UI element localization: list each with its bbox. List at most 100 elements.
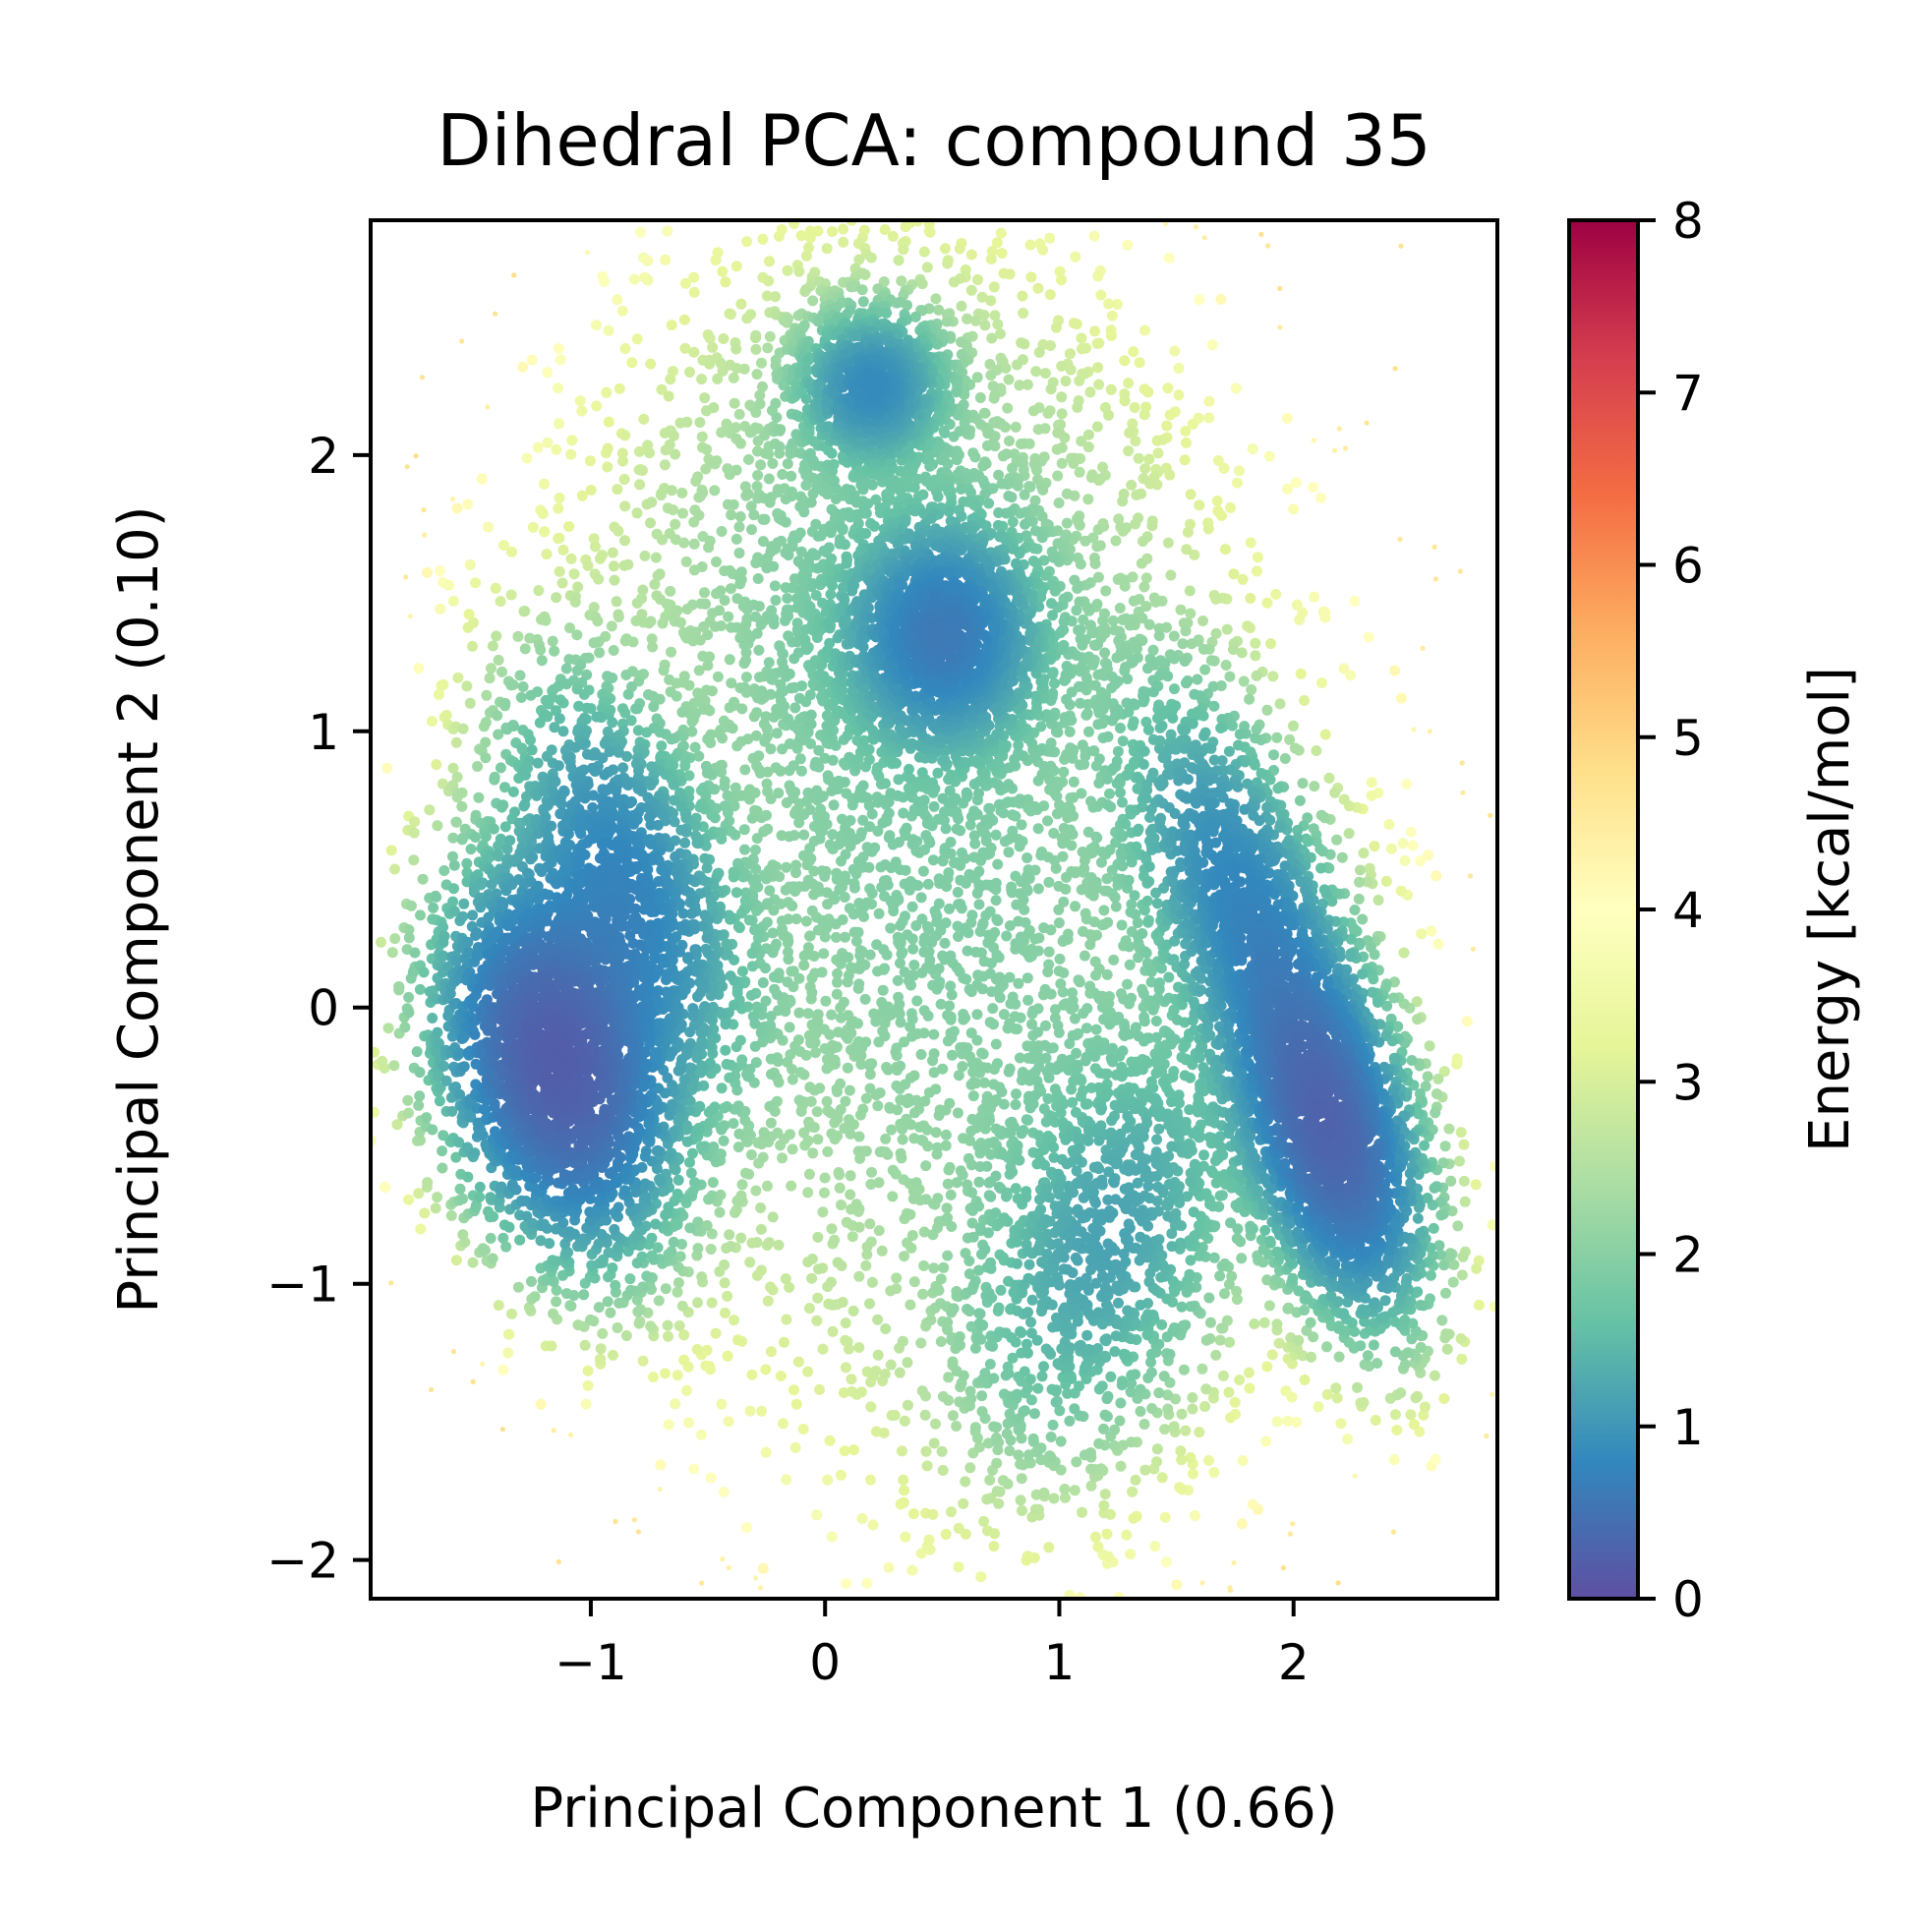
scatter-point — [683, 1417, 694, 1429]
scatter-point — [447, 762, 459, 774]
scatter-point — [1088, 230, 1100, 242]
scatter-point — [835, 1078, 847, 1089]
scatter-point — [1014, 380, 1025, 391]
scatter-point — [1052, 808, 1063, 820]
scatter-point — [853, 1221, 865, 1233]
scatter-point — [738, 363, 750, 375]
scatter-point — [1308, 482, 1318, 493]
scatter-point — [382, 1023, 394, 1034]
scatter-point — [1030, 366, 1042, 378]
scatter-point — [1051, 443, 1063, 455]
scatter-point — [1090, 969, 1101, 981]
scatter-point — [1261, 597, 1273, 609]
scatter-point — [996, 248, 1008, 260]
scatter-point — [985, 1493, 997, 1504]
scatter-point — [746, 812, 758, 824]
scatter-point — [1053, 904, 1065, 915]
scatter-point — [1169, 683, 1180, 695]
scatter-point — [664, 439, 675, 450]
scatter-point — [802, 1187, 814, 1199]
scatter-point — [1089, 1531, 1101, 1543]
scatter-point — [508, 721, 519, 732]
scatter-point — [1115, 723, 1126, 733]
scatter-point — [900, 910, 910, 922]
scatter-point — [688, 346, 700, 358]
scatter-point — [665, 374, 676, 385]
scatter-point — [803, 1168, 815, 1180]
scatter-point — [672, 605, 683, 616]
scatter-point — [1127, 1486, 1139, 1497]
scatter-point — [704, 358, 716, 370]
scatter-point — [1022, 994, 1034, 1006]
scatter-point — [964, 868, 975, 880]
scatter-point — [578, 1289, 590, 1301]
scatter-point — [1220, 660, 1232, 671]
scatter-point — [822, 1145, 834, 1157]
scatter-point — [777, 1152, 788, 1164]
scatter-point — [892, 931, 904, 943]
scatter-point — [1487, 1219, 1497, 1231]
scatter-point — [783, 954, 794, 966]
scatter-point — [403, 1107, 414, 1119]
scatter-point — [459, 338, 465, 344]
scatter-point — [832, 1257, 844, 1268]
scatter-point — [840, 1095, 851, 1107]
scatter-point — [880, 1146, 892, 1158]
scatter-point — [945, 1189, 957, 1200]
scatter-point — [928, 1262, 940, 1274]
scatter-point — [380, 1182, 390, 1193]
scatter-point — [1435, 1209, 1447, 1221]
scatter-point — [766, 1069, 777, 1081]
scatter-point — [572, 581, 584, 593]
scatter-point — [928, 1437, 940, 1449]
scatter-point — [1443, 1123, 1455, 1135]
scatter-point — [961, 787, 972, 798]
scatter-point — [891, 890, 903, 901]
scatter-point — [1076, 436, 1087, 447]
scatter-point — [947, 1410, 959, 1422]
scatter-point — [662, 225, 673, 237]
scatter-point — [688, 271, 700, 283]
scatter-point — [802, 1366, 814, 1377]
scatter-point — [495, 596, 506, 608]
scatter-point — [933, 873, 945, 885]
scatter-point — [1007, 462, 1018, 474]
scatter-point — [1011, 359, 1022, 371]
scatter-point — [1280, 1385, 1292, 1397]
scatter-point — [720, 1556, 726, 1562]
scatter-point — [405, 900, 417, 911]
scatter-point — [1419, 1401, 1431, 1413]
scatter-point — [371, 1046, 380, 1058]
scatter-point — [430, 1202, 441, 1214]
scatter-point — [838, 1387, 849, 1398]
scatter-point — [701, 1344, 713, 1356]
scatter-point — [840, 931, 850, 943]
scatter-point — [1227, 720, 1238, 732]
scatter-point — [812, 1231, 824, 1243]
scatter-point — [668, 1236, 679, 1248]
scatter-point — [403, 574, 409, 580]
scatter-point — [812, 1134, 824, 1145]
scatter-point — [1180, 426, 1192, 437]
scatter-point — [612, 1322, 623, 1333]
scatter-point — [829, 1234, 841, 1246]
scatter-point — [663, 1330, 673, 1342]
scatter-point — [607, 547, 618, 558]
scatter-point — [1003, 1066, 1015, 1078]
scatter-point — [1211, 496, 1223, 506]
scatter-point — [1045, 598, 1057, 610]
scatter-point — [1107, 615, 1119, 626]
scatter-point — [730, 533, 742, 545]
scatter-point — [1323, 772, 1335, 784]
scatter-point — [1178, 1364, 1190, 1376]
scatter-point — [1109, 1440, 1121, 1451]
scatter-point — [755, 1264, 767, 1276]
scatter-point — [1075, 697, 1086, 709]
scatter-point — [379, 1062, 390, 1074]
scatter-point — [1089, 557, 1101, 569]
scatter-point — [951, 1421, 963, 1432]
scatter-point — [781, 861, 792, 873]
scatter-point — [593, 573, 605, 585]
scatter-point — [946, 1221, 958, 1232]
scatter-point — [821, 922, 833, 934]
